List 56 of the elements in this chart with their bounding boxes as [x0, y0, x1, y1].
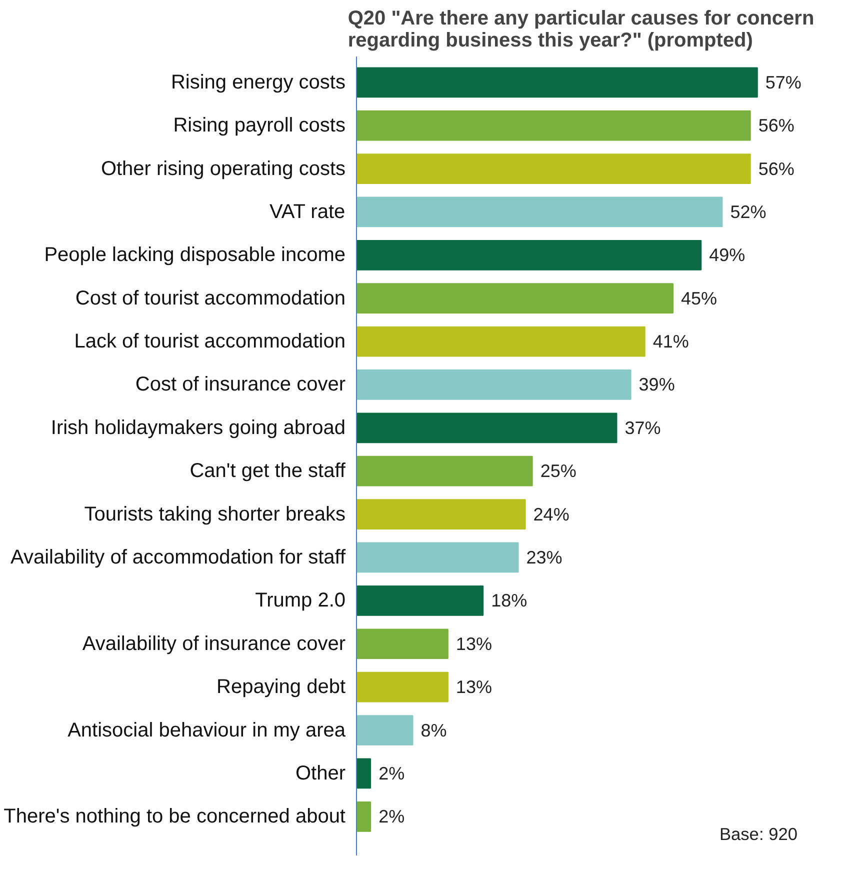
data-label: 25% [540, 461, 576, 482]
data-label: 45% [680, 288, 718, 308]
bar [356, 801, 372, 832]
bar [356, 196, 723, 228]
data-label: 24% [533, 504, 570, 524]
bar [356, 542, 519, 573]
y-tick-label: Lack of tourist accommodation [74, 330, 346, 353]
y-tick-label: Other [295, 762, 346, 784]
data-label: 18% [491, 590, 528, 611]
bar [356, 370, 632, 400]
bar [356, 456, 533, 486]
bar [356, 326, 646, 357]
data-label: 13% [456, 677, 492, 698]
bar [356, 672, 448, 702]
annotation: Base: 920 [719, 824, 798, 844]
data-label: 2% [378, 806, 405, 827]
bar [356, 240, 702, 270]
data-label: 49% [709, 245, 746, 266]
bar [356, 499, 526, 530]
bar [356, 110, 751, 141]
bar [356, 412, 618, 444]
data-label: 13% [456, 634, 492, 654]
data-label: 2% [378, 763, 405, 784]
bar [356, 283, 674, 314]
bar [356, 67, 758, 98]
y-tick-label: Rising energy costs [170, 71, 346, 94]
data-label: 41% [652, 332, 689, 352]
y-tick-label: Can't get the staff [190, 460, 346, 482]
y-tick-label: There's nothing to be concerned about [4, 806, 346, 828]
bar [356, 628, 448, 660]
data-label: 56% [758, 116, 794, 136]
y-tick-label: Cost of tourist accommodation [75, 287, 346, 310]
data-label: 52% [730, 202, 766, 222]
data-label: 37% [624, 418, 661, 438]
y-tick-label: Availability of accommodation for staff [10, 546, 346, 568]
chart-title: Q20 "Are there any particular causes for concern regarding business this year?" (prompted) [348, 8, 814, 52]
data-label: 8% [420, 720, 447, 740]
data-label: 57% [765, 72, 802, 92]
y-tick-label: Tourists taking shorter breaks [84, 503, 346, 526]
data-label: 39% [638, 374, 675, 395]
y-tick-label: Other rising operating costs [100, 158, 346, 180]
y-tick-label: Repaying debt [216, 676, 346, 698]
y-tick-label: Irish holidaymakers going abroad [50, 416, 346, 439]
data-label: 56% [758, 158, 794, 179]
y-tick-label: Trump 2.0 [255, 590, 346, 612]
data-label: 23% [526, 547, 562, 568]
bar [356, 758, 372, 789]
y-tick-label: People lacking disposable income [44, 244, 346, 266]
y-tick-label: Antisocial behaviour in my area [68, 719, 346, 742]
bar [356, 586, 484, 616]
bar [356, 715, 414, 746]
y-tick-label: VAT rate [270, 200, 346, 223]
y-tick-label: Availability of insurance cover [82, 632, 346, 655]
y-tick-label: Rising payroll costs [173, 114, 346, 137]
bar [356, 154, 751, 184]
y-tick-label: Cost of insurance cover [135, 374, 346, 396]
